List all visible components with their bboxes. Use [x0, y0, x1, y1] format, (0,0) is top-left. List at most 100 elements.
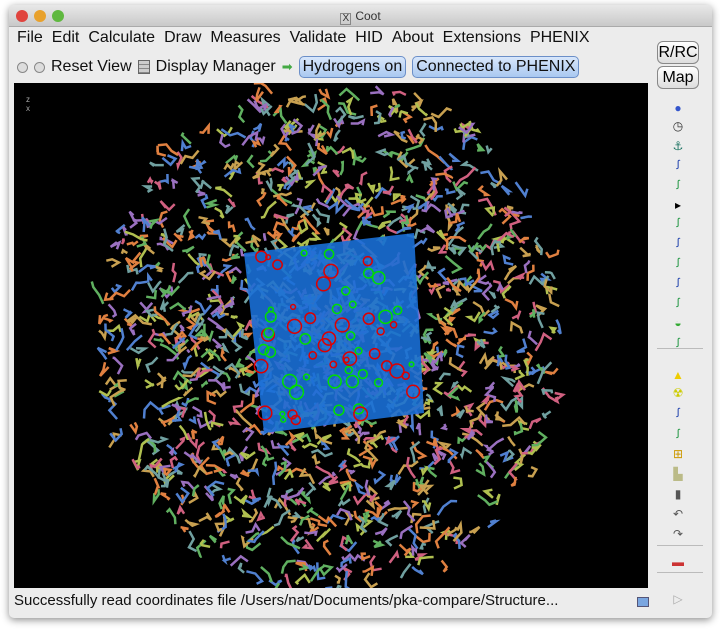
add-box-icon[interactable]: ⊞	[672, 447, 684, 461]
bond-trace	[167, 468, 183, 477]
toolbar-separator	[657, 348, 703, 349]
menu-hid[interactable]: HID	[355, 29, 383, 46]
stop-icon[interactable]	[34, 61, 45, 73]
difference-density-blob	[257, 343, 270, 356]
flag-icon[interactable]: ▬	[672, 555, 684, 569]
chain-outline-icon[interactable]: ꭍ	[675, 178, 681, 192]
phenix-connection-button[interactable]: Connected to PHENIX	[412, 56, 580, 78]
hydrogens-toggle[interactable]: Hydrogens on	[298, 56, 407, 78]
blue-residue-icon[interactable]: ꭍ	[675, 236, 681, 250]
molecule-view[interactable]	[14, 83, 648, 588]
bond-trace	[109, 428, 124, 443]
rotamer-icon[interactable]: ꭍ	[675, 256, 681, 270]
menu-about[interactable]: About	[391, 29, 434, 46]
bond-trace	[395, 418, 408, 429]
menu-phenix[interactable]: PHENIX	[529, 29, 590, 46]
bond-trace	[394, 103, 401, 109]
bond-trace	[230, 252, 241, 260]
bond-trace	[316, 142, 328, 156]
play-icon[interactable]: ▷	[673, 592, 683, 606]
menu-calculate[interactable]: Calculate	[88, 29, 156, 46]
bond-trace	[453, 123, 465, 134]
add-residue-icon[interactable]: ꭍ	[675, 427, 681, 441]
bond-trace	[415, 532, 431, 544]
bond-trace	[461, 432, 484, 447]
menu-edit[interactable]: Edit	[51, 29, 80, 46]
window-title: X Coot	[9, 9, 712, 25]
hazard-small-icon[interactable]: ▲	[672, 368, 684, 382]
bond-trace	[223, 296, 235, 309]
bond-icon[interactable]: ꭍ	[675, 336, 681, 350]
bond-trace	[544, 270, 556, 280]
minimize-button[interactable]	[34, 10, 46, 22]
bond-trace	[387, 506, 408, 512]
bond-trace	[156, 242, 170, 251]
anchor-icon[interactable]: ⚓	[672, 139, 684, 153]
clock-icon[interactable]: ◷	[672, 119, 684, 133]
menu-measures[interactable]: Measures	[210, 29, 281, 46]
map-button[interactable]: Map	[657, 66, 699, 89]
add-atom-icon[interactable]: ꭍ	[675, 406, 681, 420]
bond-trace	[244, 217, 256, 231]
bond-trace	[374, 148, 389, 157]
bond-trace	[405, 173, 414, 184]
menu-draw[interactable]: Draw	[164, 29, 202, 46]
bond-trace	[125, 334, 143, 351]
bond-trace	[169, 455, 179, 469]
bond-trace	[208, 379, 231, 390]
bond-trace	[472, 300, 491, 318]
menu-file[interactable]: File	[17, 29, 43, 46]
stamp-icon[interactable]: ▙	[673, 467, 683, 481]
display-manager-button[interactable]: Display Manager	[155, 58, 276, 75]
undo-icon[interactable]: ↶	[672, 507, 684, 521]
trash-icon[interactable]: ▮	[674, 487, 682, 501]
bond-trace	[183, 451, 202, 465]
menu-extensions[interactable]: Extensions	[442, 29, 521, 46]
bond-trace	[161, 154, 178, 167]
sphere-refine-icon[interactable]: ●	[674, 101, 682, 115]
bond-trace	[475, 462, 486, 477]
bond-trace	[109, 239, 122, 250]
bond-trace	[333, 221, 348, 242]
more-arrow-icon[interactable]: ▸	[674, 198, 682, 212]
bond-trace	[245, 239, 260, 248]
bond-trace	[430, 177, 438, 191]
close-button[interactable]	[16, 10, 28, 22]
difference-density-blob	[378, 309, 393, 325]
bond-trace	[316, 562, 326, 581]
difference-density-blob	[362, 255, 374, 267]
menu-validate[interactable]: Validate	[289, 29, 347, 46]
reset-view-button[interactable]: Reset View	[51, 58, 132, 75]
bond-trace	[345, 468, 357, 483]
bond-trace	[405, 456, 417, 479]
bond-trace	[147, 280, 162, 294]
bond-trace	[251, 137, 262, 148]
bond-trace	[214, 509, 226, 518]
bond-trace	[203, 198, 220, 209]
bond-trace	[190, 428, 198, 440]
bond-trace	[284, 169, 299, 186]
bond-trace	[304, 142, 316, 166]
bond-trace	[159, 298, 170, 313]
green-residue-icon[interactable]: ꭍ	[675, 216, 681, 230]
chain-green-icon[interactable]: ꭍ	[675, 158, 681, 172]
bond-trace	[421, 158, 433, 166]
flip-icon[interactable]: ꭍ	[675, 296, 681, 310]
bond-trace	[458, 203, 470, 215]
side-icon[interactable]: ◒	[674, 316, 682, 330]
rrc-button[interactable]: R/RC	[657, 41, 699, 64]
rotamer-alt-icon[interactable]: ꭍ	[675, 276, 681, 290]
bond-trace	[339, 160, 345, 176]
bond-trace	[455, 187, 466, 201]
density-map	[244, 233, 424, 433]
bond-trace	[428, 124, 444, 132]
bond-trace	[409, 413, 415, 433]
radioactive-icon[interactable]: ☢	[672, 386, 684, 400]
zoom-button[interactable]	[52, 10, 64, 22]
redo-icon[interactable]: ↷	[672, 527, 684, 541]
step-icon[interactable]	[17, 61, 28, 73]
bond-trace	[502, 415, 527, 428]
bond-trace	[206, 254, 213, 271]
bond-trace	[388, 549, 400, 564]
